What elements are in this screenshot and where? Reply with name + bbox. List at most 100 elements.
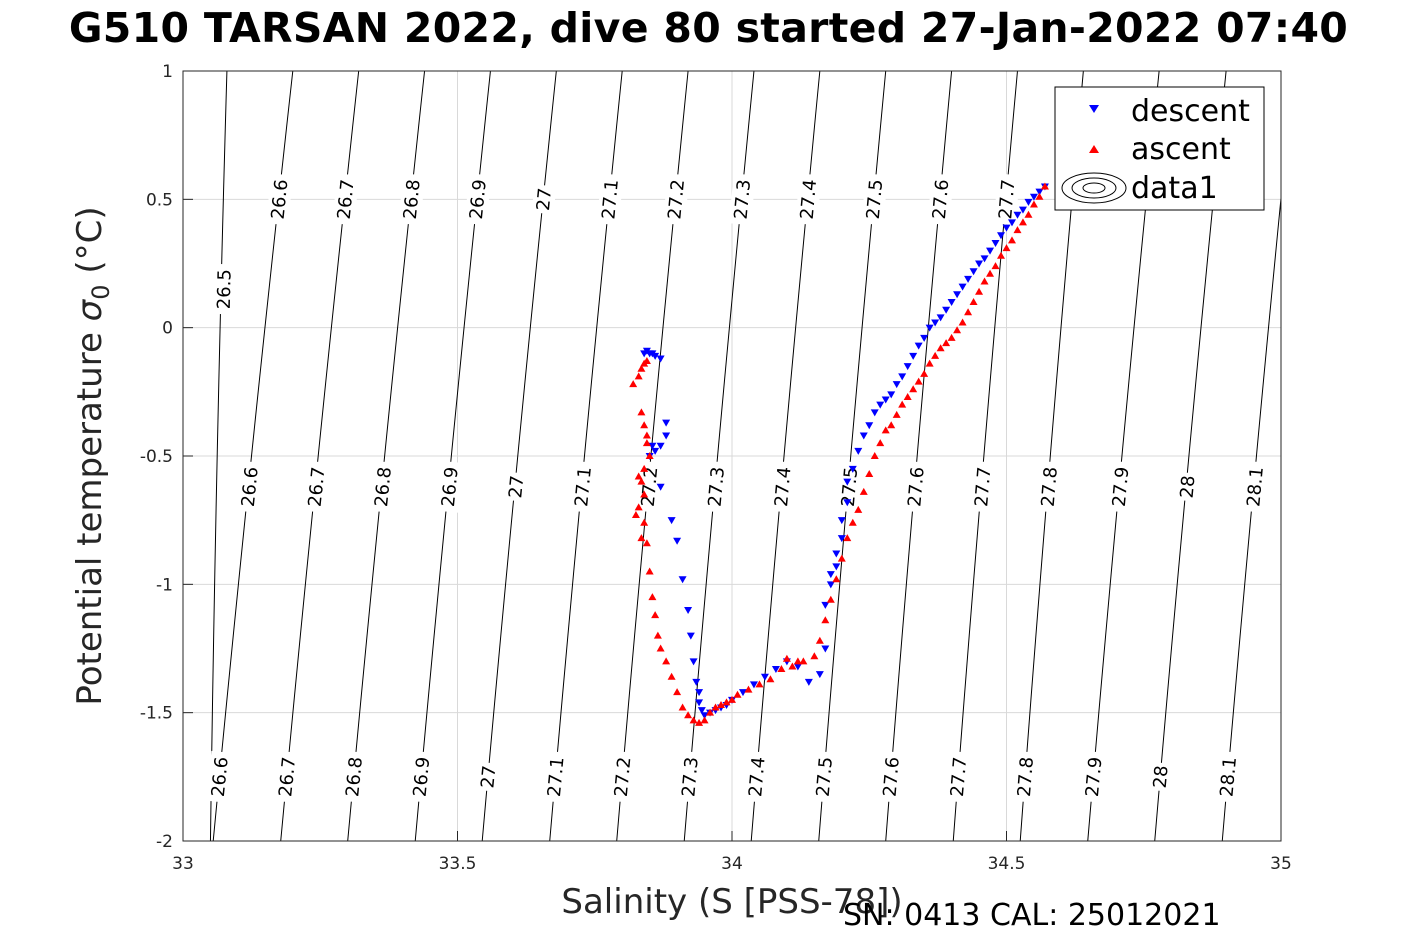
descent-point <box>656 442 665 450</box>
contour-label-bg <box>266 173 294 226</box>
descent-point <box>958 283 967 291</box>
descent-point <box>760 673 769 681</box>
ascent-point <box>793 657 802 665</box>
contour-label-bg <box>1012 751 1039 803</box>
contour-label-group: 27.4 <box>743 750 771 803</box>
descent-point <box>695 689 704 697</box>
ascent-point <box>662 657 671 665</box>
contour-label: 27.9 <box>1082 756 1107 798</box>
descent-point <box>651 447 660 455</box>
ascent-point <box>887 421 896 429</box>
ascent-point <box>881 426 890 434</box>
contour-label-bg <box>476 761 501 792</box>
y-tick-label: -2 <box>156 832 173 852</box>
descent-point <box>953 291 962 299</box>
contour-label-group: 27.3 <box>729 173 756 226</box>
contour-label-group: 26.8 <box>398 173 426 226</box>
descent-point <box>815 671 824 679</box>
contour-label-group: 27.6 <box>878 750 905 803</box>
contour-label: 26.6 <box>268 178 293 220</box>
ascent-point <box>656 644 665 652</box>
contour-label: 27.5 <box>838 466 862 508</box>
descent-point <box>876 401 885 409</box>
contour-label-group: 27.9 <box>1080 750 1107 803</box>
ascent-point <box>986 269 995 277</box>
contour-label-bg <box>969 460 996 513</box>
contour-label-bg <box>596 173 624 226</box>
contour-label: 27.5 <box>813 756 837 798</box>
contour-label-group: 27.8 <box>1036 460 1063 513</box>
descent-point <box>738 689 747 697</box>
contour-label-bg <box>729 173 756 226</box>
descent-point <box>865 422 874 430</box>
descent-point <box>925 324 934 332</box>
y-tick-label: 0.5 <box>146 190 173 210</box>
ascent-point <box>700 716 709 724</box>
ascent-point <box>706 708 715 716</box>
contour-label: 27 <box>533 187 556 212</box>
ascent-point <box>634 472 643 480</box>
descent-point <box>700 712 709 720</box>
contour-label: 27.4 <box>797 178 821 220</box>
contour-label-bg <box>1148 761 1173 792</box>
contour-label-group: 28.1 <box>1214 750 1242 803</box>
contour-label: 27.2 <box>611 756 636 798</box>
axis-ticks: 33 33.5 34 34.5 35 -2 -1.5 -1 -0.5 0 0.5 1 <box>140 62 1292 874</box>
contour-label-group: 27 <box>476 761 501 792</box>
contour-label-group: 27.4 <box>769 460 796 513</box>
ascent-point <box>733 690 742 698</box>
ascent-point <box>634 372 643 380</box>
contour-label-group: 27.7 <box>969 460 996 513</box>
ascent-point <box>980 277 989 285</box>
contour-label-bg <box>861 173 888 226</box>
ascent-point <box>728 695 736 703</box>
descent-point <box>648 442 657 450</box>
contour-label: 28.1 <box>1216 756 1241 798</box>
contour-label-group: 26.6 <box>236 460 264 513</box>
contour-label: 27.1 <box>544 756 569 798</box>
ascent-point <box>843 534 852 542</box>
descent-point <box>667 517 676 525</box>
contour-label-bg <box>542 750 570 803</box>
legend-ascent-label: ascent <box>1131 132 1231 167</box>
contour-label: 28 <box>1150 765 1173 790</box>
ascent-point <box>870 452 879 459</box>
contour-label: 28 <box>1177 474 1200 499</box>
legend-data1-label: data1 <box>1131 171 1218 206</box>
contour-label-bg <box>1214 750 1242 803</box>
y-axis-label: Potential temperature σ0 (°C) <box>70 206 115 705</box>
descent-point <box>662 419 671 427</box>
contour-label-group: 26.6 <box>266 173 294 226</box>
ascent-point <box>892 410 901 418</box>
contour-label-group: 27.6 <box>927 173 954 226</box>
contour-label-group: 26.9 <box>408 750 435 803</box>
descent-point <box>881 396 890 404</box>
contour-label: 27.7 <box>971 466 995 508</box>
contour-label-bg <box>340 750 368 803</box>
descent-point <box>997 232 1006 240</box>
descent-point <box>678 576 687 584</box>
contour-label-bg <box>703 460 730 513</box>
ascent-point <box>876 439 885 447</box>
descent-point <box>991 239 1000 247</box>
legend-box <box>1054 86 1265 211</box>
ascent-point <box>826 595 835 603</box>
ascent-point <box>667 672 676 680</box>
contour-label: 27.8 <box>1038 466 1062 508</box>
descent-point <box>1002 224 1011 232</box>
contour-label: 27.2 <box>638 466 663 508</box>
contour-label: 27.1 <box>571 466 596 508</box>
descent-point <box>689 658 698 666</box>
contour-label: 27 <box>477 764 500 789</box>
contour-label-bg <box>811 750 838 803</box>
ascent-point <box>637 477 646 485</box>
contour-label: 27.6 <box>880 756 904 798</box>
x-axis-label: Salinity (S [PSS-78]) <box>561 882 902 922</box>
descent-point <box>887 391 896 399</box>
contour-label: 26.6 <box>238 466 263 508</box>
contour-label: 26.9 <box>466 178 491 220</box>
descent-point <box>821 601 830 609</box>
contour-label-bg <box>769 460 796 513</box>
y-axis-label-main: Potential temperature <box>70 321 110 705</box>
ascent-point <box>640 490 649 498</box>
